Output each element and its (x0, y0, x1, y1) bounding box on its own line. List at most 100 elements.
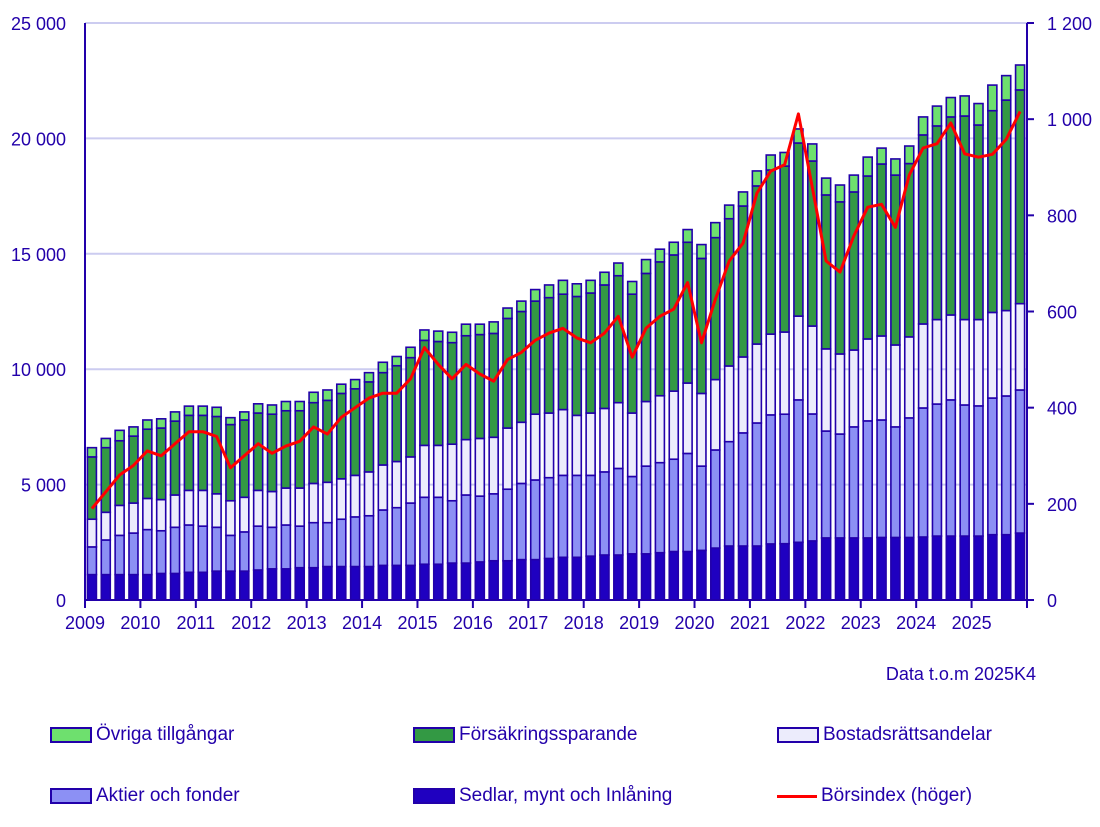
bar-segment (432, 340, 444, 447)
bar-segment (239, 531, 250, 572)
bar-segment (737, 356, 749, 434)
bar-segment (834, 353, 846, 435)
bar-segment (225, 570, 236, 601)
bar-segment (945, 116, 957, 316)
bar-segment (211, 526, 222, 572)
bar-segment (516, 421, 527, 485)
bar-segment (114, 429, 125, 442)
bar-segment (128, 532, 139, 576)
bar-segment (765, 169, 777, 335)
bar-segment (987, 397, 998, 536)
x-tick-label: 2022 (785, 613, 825, 633)
bar-segment (377, 564, 389, 601)
bar-segment (155, 498, 167, 532)
bar-segment (751, 343, 763, 424)
bar-segment (391, 364, 402, 463)
legend-swatch (413, 788, 455, 804)
legend-label: Övriga tillgångar (96, 724, 235, 745)
bar-segment (142, 528, 153, 576)
bar-segment (155, 418, 167, 429)
bar-segment (446, 499, 458, 564)
legend-line-swatch (777, 794, 817, 798)
bar-segment (973, 102, 984, 126)
bar-segment (987, 109, 998, 314)
bar-segment (100, 446, 112, 514)
bar-segment (197, 405, 209, 417)
bar-segment (405, 564, 416, 601)
bar-segment (779, 331, 790, 416)
bar-segment (446, 562, 458, 601)
bar-segment (100, 539, 112, 576)
bar-segment (308, 391, 319, 404)
bar-segment (363, 514, 375, 568)
bar-segment (931, 105, 943, 127)
bar-segment (862, 156, 873, 177)
legend-item-sedlar: Sedlar, mynt och Inlåning (413, 785, 672, 807)
bar-segment (571, 556, 583, 601)
bar-segment (252, 489, 264, 527)
bar-segment (100, 437, 112, 449)
bar-segment (169, 494, 181, 529)
bar-segment (432, 563, 444, 601)
y-right-tick-label: 1 000 (1047, 110, 1092, 130)
bar-segment (446, 443, 458, 502)
x-tick-label: 2023 (841, 613, 881, 633)
bar-segment (114, 573, 125, 601)
bar-segment (710, 221, 721, 239)
x-tick-label: 2015 (397, 613, 437, 633)
bar-segment (460, 323, 472, 337)
bar-segment (349, 474, 361, 518)
bar-segment (806, 413, 818, 542)
bar-segment (266, 568, 278, 601)
bar-segment (543, 412, 555, 479)
bar-segment (377, 361, 389, 374)
bar-segment (973, 405, 984, 537)
bar-segment (682, 228, 693, 244)
bar-segment (682, 241, 693, 384)
bar-segment (502, 559, 513, 601)
bar-segment (973, 535, 984, 601)
bar-segment (419, 329, 430, 342)
bar-segment (973, 124, 984, 321)
legend-item-forsakring: Försäkringssparande (413, 724, 637, 746)
bar-segment (502, 317, 513, 429)
borsindex-line (90, 110, 1022, 510)
bar-segment (668, 550, 680, 601)
bar-segment (834, 184, 846, 203)
bar-segment (335, 565, 347, 601)
bar-segment (529, 479, 541, 561)
bar-segment (516, 300, 527, 313)
bar-segment (155, 572, 167, 601)
bar-segment (322, 389, 333, 402)
bar-segment (335, 478, 347, 521)
bar-segment (987, 84, 998, 112)
bar-segment (862, 175, 873, 340)
bar-segment (460, 494, 472, 564)
bar-segment (931, 403, 943, 537)
bar-segment (460, 562, 472, 601)
bar-segment (529, 413, 541, 481)
bar-segment (529, 300, 541, 416)
bar-segment (266, 490, 278, 529)
y-left-tick-label: 10 000 (11, 360, 66, 380)
bar-segment (432, 496, 444, 566)
bar-segment (557, 408, 569, 477)
bar-segment (239, 496, 250, 533)
bar-segment (848, 349, 860, 428)
x-tick-label: 2016 (453, 613, 493, 633)
x-tick-label: 2025 (952, 613, 992, 633)
bar-segment (599, 554, 610, 601)
bar-segment (917, 323, 929, 409)
bar-segment (86, 573, 98, 601)
x-tick-label: 2021 (730, 613, 770, 633)
bar-segment (308, 521, 319, 569)
bar-segment (903, 536, 915, 601)
bar-segment (377, 371, 389, 466)
bar-segment (779, 542, 790, 601)
bar-segment (682, 382, 693, 455)
bar-segment (890, 344, 901, 428)
bar-segment (446, 341, 458, 446)
bar-segment (142, 497, 153, 531)
bar-segment (114, 504, 125, 537)
